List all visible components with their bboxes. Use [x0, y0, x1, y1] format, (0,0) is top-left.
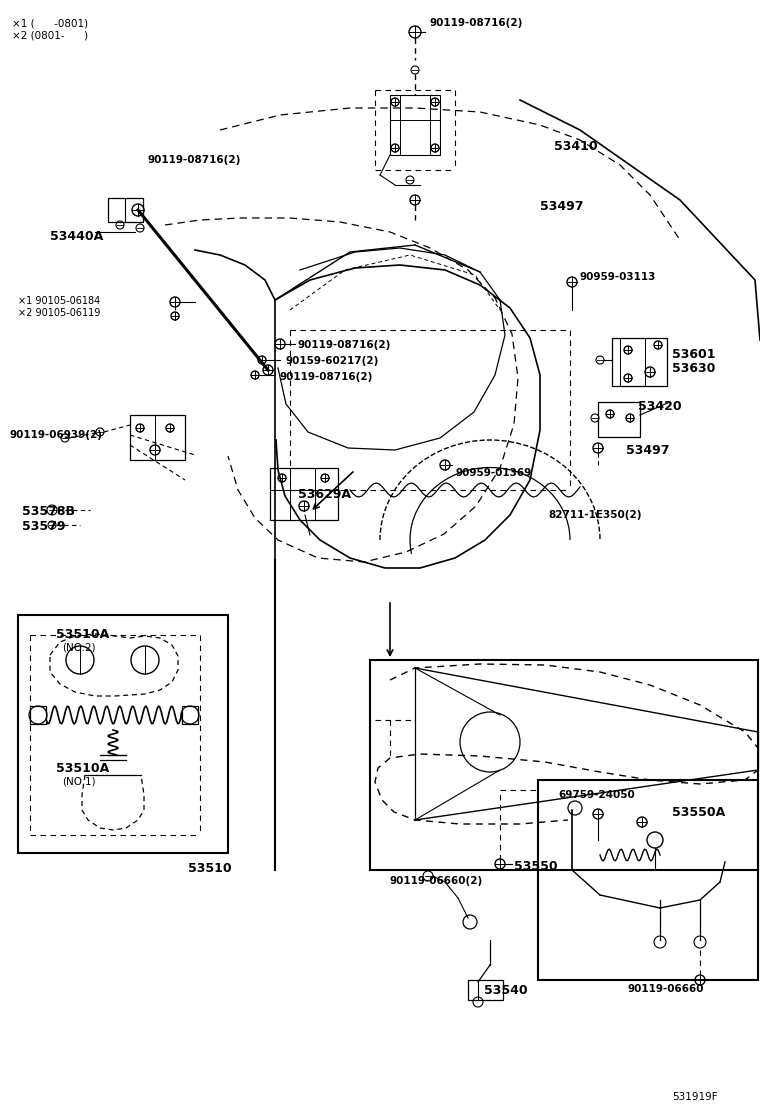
Bar	[108, 198, 143, 222]
Bar	[30, 706, 46, 724]
Text: 90119-08716(2): 90119-08716(2)	[280, 373, 373, 383]
Text: 53601: 53601	[672, 348, 715, 361]
Text: 53510: 53510	[188, 862, 232, 875]
Text: 53579: 53579	[22, 520, 65, 533]
Text: (NO.2): (NO.2)	[62, 642, 96, 652]
Text: 90119-08716(2): 90119-08716(2)	[148, 155, 242, 165]
Text: 53440A: 53440A	[50, 230, 103, 244]
Text: 90959-03113: 90959-03113	[580, 272, 657, 282]
Text: (NO.1): (NO.1)	[62, 776, 96, 786]
Text: 53578B: 53578B	[22, 505, 75, 518]
Text: 90119-06939(2): 90119-06939(2)	[10, 430, 103, 440]
Bar	[612, 338, 667, 386]
Bar	[270, 468, 338, 520]
Text: 53497: 53497	[626, 444, 670, 457]
Bar	[130, 415, 185, 460]
Text: 53410: 53410	[554, 140, 597, 153]
Text: ×1 90105-06184: ×1 90105-06184	[18, 296, 100, 306]
Text: ×2 90105-06119: ×2 90105-06119	[18, 308, 100, 318]
Text: 90959-01369: 90959-01369	[456, 468, 532, 478]
Text: 53540: 53540	[484, 984, 527, 997]
Bar	[598, 403, 640, 437]
Text: 90119-08716(2): 90119-08716(2)	[430, 18, 524, 28]
Text: 82711-1E350(2): 82711-1E350(2)	[548, 510, 641, 520]
Bar	[18, 615, 228, 853]
Bar	[538, 780, 758, 980]
Text: 53550: 53550	[514, 860, 558, 873]
Text: 90119-06660: 90119-06660	[628, 984, 705, 994]
Text: 53510A: 53510A	[56, 628, 109, 641]
Text: ×2 (0801-      ): ×2 (0801- )	[12, 30, 88, 40]
Text: 53510A: 53510A	[56, 762, 109, 775]
Text: 53420: 53420	[638, 400, 682, 413]
Text: 90119-06660(2): 90119-06660(2)	[390, 876, 483, 886]
Text: 90119-08716(2): 90119-08716(2)	[298, 340, 391, 350]
Bar	[468, 980, 503, 1000]
Text: ×1 (      -0801): ×1 ( -0801)	[12, 18, 88, 28]
Bar	[182, 706, 198, 724]
Text: 69759-24050: 69759-24050	[558, 790, 635, 800]
Text: 90159-60217(2): 90159-60217(2)	[286, 356, 379, 366]
Text: 53497: 53497	[540, 200, 584, 214]
Bar	[390, 95, 440, 155]
Text: 53550A: 53550A	[672, 806, 725, 820]
Text: 531919F: 531919F	[672, 1092, 717, 1102]
Text: 53629A: 53629A	[298, 488, 351, 502]
Text: 53630: 53630	[672, 363, 715, 375]
